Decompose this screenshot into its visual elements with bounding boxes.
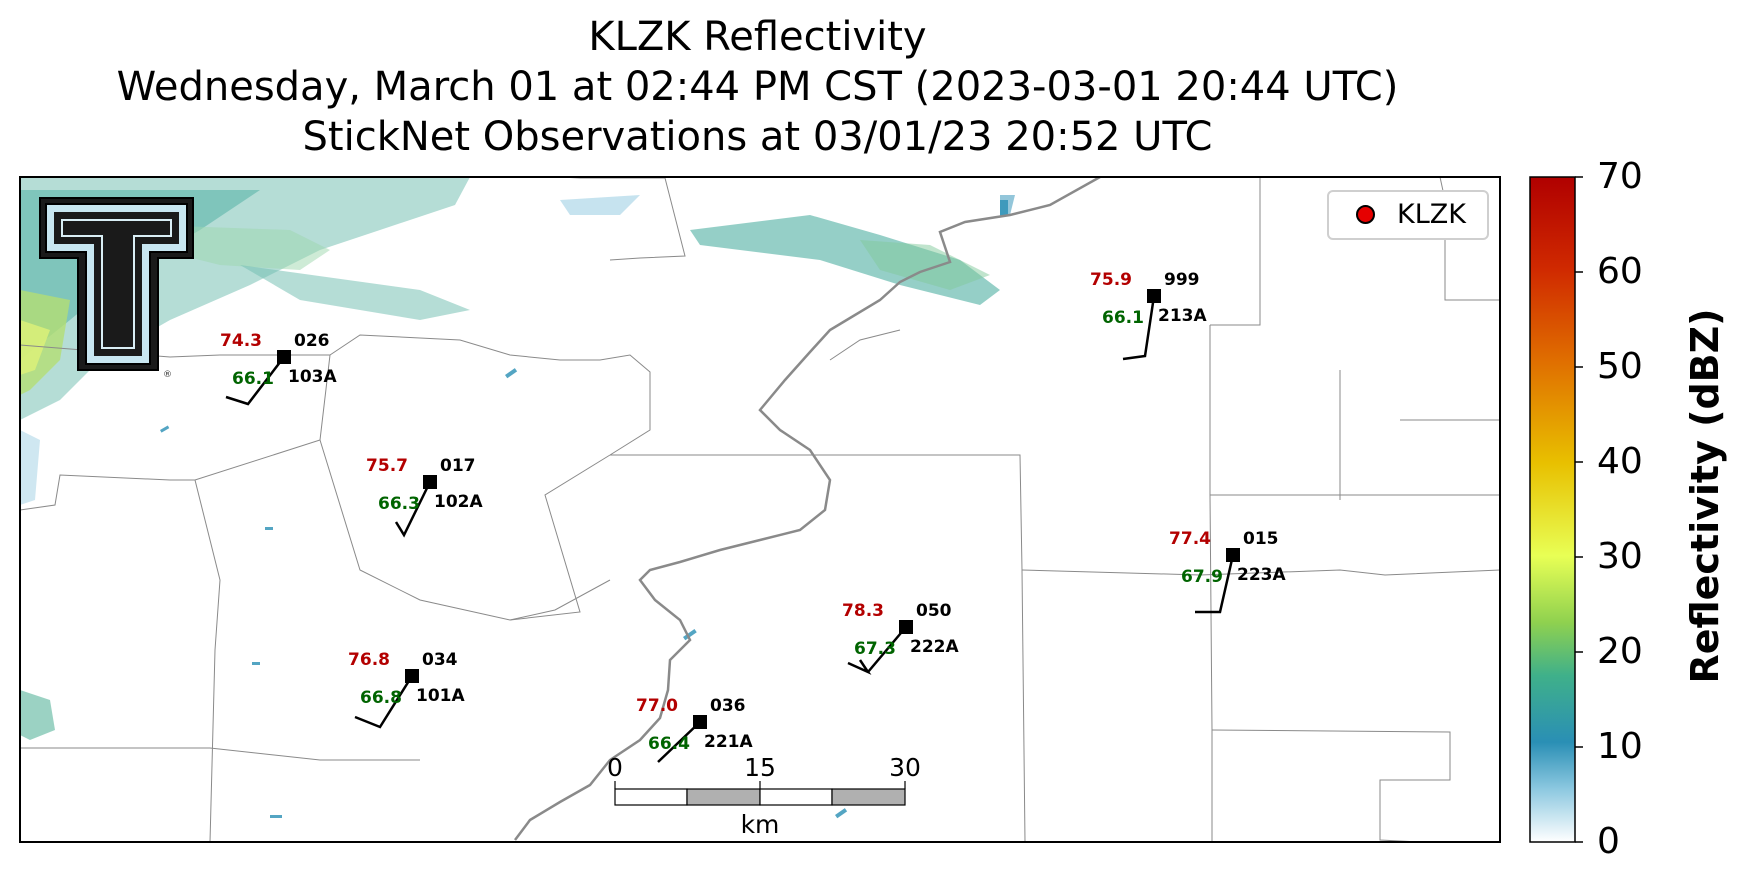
station-marker [1147,289,1161,303]
colorbar-label: Reflectivity (dBZ) [1683,308,1727,684]
scale-tick-0: 0 [607,753,623,782]
station-wind-direction: 015 [1243,529,1279,549]
station-temperature: 77.4 [1169,529,1211,549]
station-marker [423,475,437,489]
stickNet-stations: 74.3 026 66.1 103A 75.7 017 66.3 102A 76.8 034 66.… [220,270,1286,763]
texas-tech-logo: ® [39,197,194,380]
station-temperature: 76.8 [348,650,390,670]
colorbar-tick-20: 20 [1597,631,1643,672]
map-frame [19,176,1501,843]
station-marker [899,620,913,634]
station-102A: 75.7 017 66.3 102A [366,456,483,538]
station-wind-direction: 050 [916,601,952,621]
station-id: 223A [1237,565,1286,585]
colorbar-tick-40: 40 [1597,441,1643,482]
station-temperature: 75.7 [366,456,408,476]
legend-label: KLZK [1397,199,1466,230]
colorbar-tick-60: 60 [1597,251,1643,292]
radar-echoes [20,177,1015,819]
station-dewpoint: 66.4 [648,734,690,754]
station-dewpoint: 67.9 [1181,567,1223,587]
colorbar [1529,176,1576,843]
wind-barb [1195,554,1235,614]
station-temperature: 75.9 [1090,270,1132,290]
station-id: 221A [704,732,753,752]
station-id: 102A [434,492,483,512]
wind-barb [847,626,907,675]
scale-tick-15: 15 [744,753,776,782]
wind-barb [1122,295,1156,361]
station-222A: 78.3 050 67.3 222A [842,601,959,675]
wind-barb [354,675,414,729]
station-dewpoint: 66.1 [1102,308,1144,328]
colorbar-tick-50: 50 [1597,346,1643,387]
station-wind-direction: 036 [710,696,746,716]
station-wind-direction: 017 [440,456,476,476]
station-dewpoint: 66.8 [360,688,402,708]
station-dewpoint: 66.1 [232,369,274,389]
station-marker [277,350,291,364]
colorbar-tick-0: 0 [1597,821,1620,862]
station-marker [1226,548,1240,562]
station-id: 103A [288,367,337,387]
station-221A: 77.0 036 66.4 221A [636,696,753,763]
station-temperature: 77.0 [636,696,678,716]
station-id: 101A [416,686,465,706]
station-213A: 75.9 999 66.1 213A [1090,270,1207,361]
station-103A: 74.3 026 66.1 103A [220,331,337,406]
station-marker [405,669,419,683]
station-id: 222A [910,637,959,657]
title-line-3: StickNet Observations at 03/01/23 20:52 … [302,114,1213,160]
scale-unit: km [741,810,780,839]
legend: KLZK [1327,190,1489,240]
station-wind-direction: 034 [422,650,458,670]
wind-barb [394,481,432,538]
river [514,177,1101,841]
colorbar-tick-10: 10 [1597,726,1643,767]
colorbar-tick-30: 30 [1597,536,1643,577]
colorbar-tick-70: 70 [1597,156,1643,197]
station-wind-direction: 999 [1164,270,1200,290]
station-101A: 76.8 034 66.8 101A [348,650,465,729]
station-temperature: 78.3 [842,601,884,621]
scale-tick-30: 30 [889,753,921,782]
title-line-1: KLZK Reflectivity [588,14,927,60]
scale-bar: 0 15 30 km [607,753,921,839]
station-dewpoint: 67.3 [854,639,896,659]
station-dewpoint: 66.3 [378,494,420,514]
station-223A: 77.4 015 67.9 223A [1169,529,1286,614]
station-id: 213A [1158,306,1207,326]
svg-text:®: ® [163,370,172,380]
station-wind-direction: 026 [294,331,330,351]
station-marker [693,715,707,729]
station-temperature: 74.3 [220,331,262,351]
wind-barb [225,356,285,406]
legend-marker-icon [1356,205,1375,224]
title-line-2: Wednesday, March 01 at 02:44 PM CST (202… [116,64,1399,110]
